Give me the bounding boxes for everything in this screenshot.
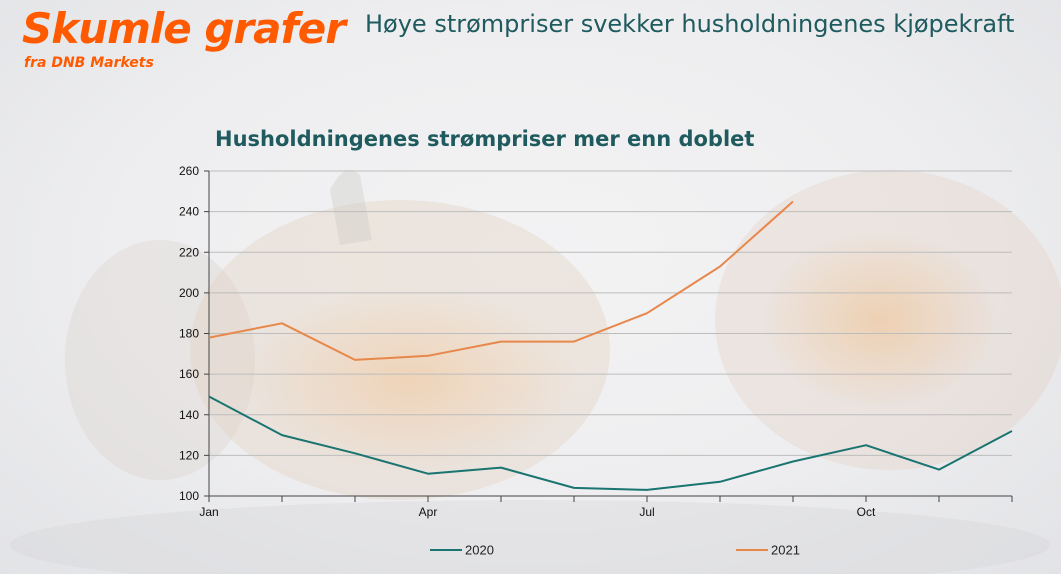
legend: 2020 2021 [430,543,800,558]
x-tick-label-jul: Jul [639,505,654,519]
legend-label-2020: 2020 [465,543,494,558]
x-tick-label-apr: Apr [419,505,438,519]
x-axis: Jan Apr Jul Oct [199,495,1013,519]
y-gridlines [209,170,1012,456]
y-tick-label-260: 260 [179,164,199,178]
y-axis: 100 120 140 160 180 200 220 240 260 [179,164,210,503]
series-layer [208,200,1013,491]
y-tick-label-240: 240 [179,205,199,219]
y-tick-label-100: 100 [179,489,199,503]
series-line-2021 [208,200,794,361]
pumpkin-background-image [10,170,1061,574]
chart-title: Husholdningenes strømpriser mer enn dobl… [215,127,755,151]
brand-subtitle: fra DNB Markets [24,55,154,71]
page-headline: Høye strømpriser svekker husholdningenes… [365,10,1015,38]
legend-label-2021: 2021 [771,543,800,558]
series-line-2020 [208,395,1013,491]
y-tick-label-140: 140 [179,408,199,422]
y-tick-label-200: 200 [179,286,199,300]
brand-title: Skumle grafer [22,4,346,53]
x-tick-label-oct: Oct [857,505,876,519]
y-tick-label-180: 180 [179,327,199,341]
x-tick-label-jan: Jan [199,505,218,519]
y-tick-label-220: 220 [179,245,199,259]
y-tick-label-120: 120 [179,448,199,462]
y-tick-label-160: 160 [179,367,199,381]
